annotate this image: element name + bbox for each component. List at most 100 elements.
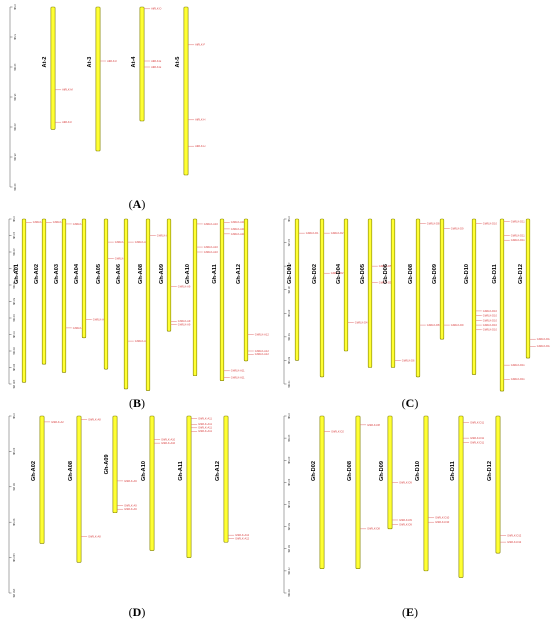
chromosome-bar [166,218,172,332]
chromosome-name: Gh-D02 [311,461,317,481]
chromosome-bar [387,415,393,530]
axis-tick-label: 20 Mb [13,123,17,131]
gene-label: AtRLK-E [151,59,161,63]
chromosome-name: Gb-D01 [287,264,293,284]
chromosome-bar [192,218,198,377]
chromosome-bar [95,6,101,152]
axis-tick-label: 90 Mb [12,364,16,372]
chromosome-gb-d04: Gb-D04 GbRLK-D4 [336,218,368,352]
gene-label: GhRLK-A12 [235,537,250,541]
chromosome-bar [183,6,189,176]
gene-label: GhRLK-A3 [73,326,86,330]
chromosome-name: Gh-A10 [141,461,147,481]
chromosome-bar [76,415,82,563]
axis-tick-label: 30 Mb [287,479,291,487]
gene-label: GhRLK-D9 [399,518,412,522]
gene-label: GhRLK-A11 [231,220,245,224]
panel-label-b: (B) [128,396,146,410]
panel-label-c: (C) [401,396,419,410]
chromosome-bar [343,218,349,352]
chromosome-gb-d09: Gb-D09 GbRLK-D9 GbRLK-D9 [432,218,464,340]
gene-label: GbRLK-D11 [511,377,525,381]
chromosome-name: Gh-A12 [236,264,242,284]
gene-label: GhRLK-A9 [124,507,137,511]
axis-tick-label: 120 Mb [12,553,16,562]
gene-label: GhRLK-A4 [93,318,106,322]
gene-label: GbRLK-D8 [427,323,440,327]
gene-label: GhRLK-A1 [33,220,46,224]
chromosome-name: Gh-D11 [450,461,456,481]
chromosome-name: Gh-A03 [54,264,60,284]
chromosome-gh-d08: Gh-D08 GhRLK-D8 GhRLK-D8 [347,415,380,569]
axis-tick-label: 70 Mb [12,331,16,339]
chromosome-name: Gh-A04 [74,263,80,284]
gene-label: GbRLK-D2 [331,231,344,235]
chromosome-bar [319,218,325,378]
axis-tick-label: 20 Mb [287,263,291,271]
chromosome-at-2: At-2 AtRLK-M AtRLK-F [42,6,73,130]
chromosome-name: Gb-D11 [492,264,498,284]
gene-label: AtRLK-E [151,65,161,69]
gene-label: AtRLK-H [195,118,205,122]
axis-tick-label: 50 Mb [287,333,291,341]
gene-label: AtRLK-H [195,144,205,148]
chromosome-name: Gh-A09 [104,454,110,474]
gene-label: GbRLK-D9 [451,323,464,327]
gene-label: GhRLK-A5 [115,240,128,244]
gene-label: GhRLK-A11 [231,375,245,379]
chromosome-gb-d01: Gb-D01 GbRLK-D1 [287,218,319,361]
chromosome-gh-d02: Gh-D02 GhRLK-D2 [311,415,344,569]
axis-tick-label: 40 Mb [12,281,16,289]
gene-label: GbRLK-D11 [511,233,525,237]
axis-tick-label: 25 Mb [13,153,17,161]
chromosome-bar [139,6,145,122]
chromosome-name: Gb-D08 [408,264,414,284]
chromosome-bar [149,415,155,551]
chromosome-name: Gb-D06 [383,264,389,284]
chromosome-bar [112,415,118,514]
panel-a: 0 Mb 5 Mb 10 Mb 15 Mb 20 Mb 25 Mb 30 Mb At-2 AtR… [9,4,205,191]
panel-label-a: (A) [128,197,146,211]
chromosome-gb-d10: Gb-D10GbRLK-D10GbRLK-D10GbRLK-D10GbRLK-D… [464,218,498,375]
gene-label: GhRLK-A11 [198,426,212,430]
gene-label: GbRLK-D11 [511,363,525,367]
chromosome-gh-a11: Gh-A11GhRLK-A11GhRLK-A11GhRLK-A11GhRLK-A… [212,218,245,381]
chromosome-name: Gh-A08 [68,461,74,481]
gene-label: GhRLK-D8 [367,527,380,531]
chromosome-name: Gb-D09 [432,264,438,284]
gene-label: GbRLK-D12 [537,337,550,341]
chromosome-bar [186,415,192,558]
chromosome-bar [145,218,151,391]
chromosome-name: Gh-A01 [14,264,20,284]
axis-tick-label: 30 Mb [13,183,17,191]
chromosome-bar [423,415,429,572]
axis-tick-label: 0 Mb [287,216,291,222]
gene-label: GbRLK-D12 [537,344,550,348]
chromosome-bar [319,415,325,569]
chromosome-gb-d02: Gb-D02 GbRLK-D2 GbRLK-D2 [312,218,344,378]
chromosome-bar [103,218,109,370]
gene-label: GhRLK-D12 [507,533,522,537]
panel-label-e: (E) [401,605,419,619]
gene-label: AtRLK-D [151,7,161,11]
axis-tick-label: 40 Mb [287,501,291,509]
gene-label: AtRLK-M [62,88,73,92]
gene-label: GbRLK-D11 [511,238,525,242]
axis-tick-label: 10 Mb [287,435,291,443]
gene-label: GbRLK-D5 [379,281,392,285]
axis-tick-label: 10 Mb [13,63,17,71]
axis-tick-label: 30 Mb [12,448,16,456]
chromosome-bar [39,415,45,544]
gene-label: GbRLK-D5 [379,264,392,268]
gene-label: GhRLK-D2 [331,429,344,433]
axis-tick-label: 50 Mb [287,523,291,531]
axis-tick-label: 40 Mb [287,310,291,318]
chromosome-bar [219,218,225,381]
chromosome-bar [123,218,129,390]
chromosome-gb-d05: Gb-D05 GbRLK-D5 GbRLK-D5 [360,218,392,368]
gene-label: GbRLK-D10 [483,328,498,332]
